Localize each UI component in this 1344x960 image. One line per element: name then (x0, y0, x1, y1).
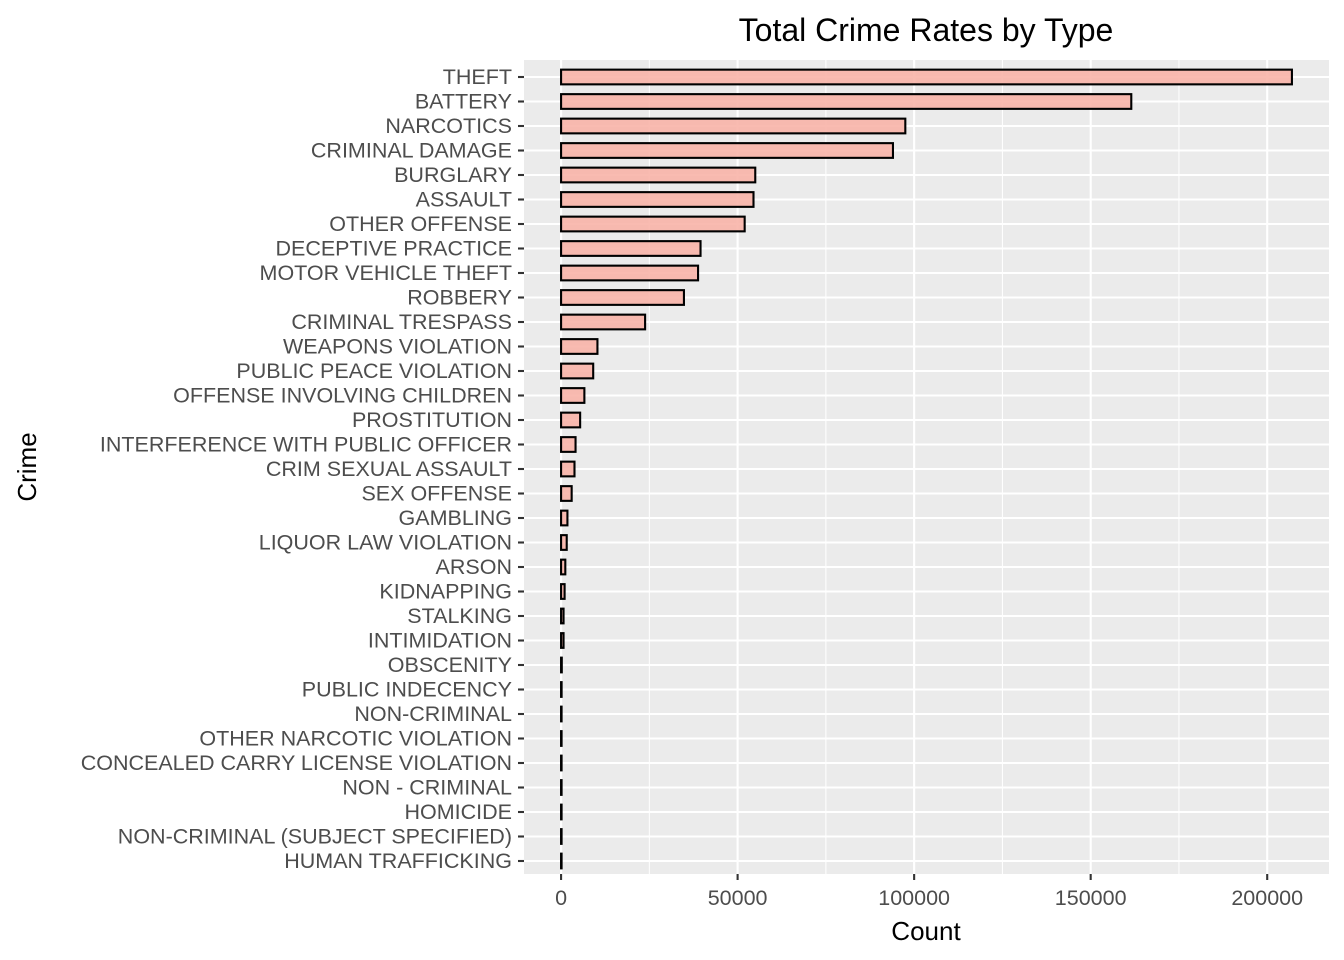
x-tick-label: 100000 (878, 886, 950, 910)
bar (560, 240, 702, 257)
bar (560, 289, 685, 306)
y-tick-label: OFFENSE INVOLVING CHILDREN (173, 384, 512, 408)
bar (560, 754, 563, 772)
x-tick-label: 200000 (1231, 886, 1303, 910)
bar (560, 607, 565, 625)
bar (560, 558, 567, 576)
y-tick-label: ROBBERY (407, 286, 512, 310)
bar (560, 485, 573, 502)
y-tick-label: NON - CRIMINAL (342, 776, 512, 800)
x-axis: 0 50000 100000 150000 200000 (555, 874, 1303, 910)
chart-title: Total Crime Rates by Type (739, 12, 1114, 48)
bar (560, 852, 563, 870)
y-axis-title: Crime (12, 432, 42, 501)
bar (560, 803, 563, 821)
bar (560, 509, 569, 527)
y-tick-label: ARSON (436, 555, 512, 579)
bar (560, 705, 563, 723)
bar (560, 534, 568, 551)
bar (560, 583, 566, 600)
y-tick-label: HOMICIDE (405, 800, 513, 824)
bar (560, 387, 586, 404)
y-tick-label: WEAPONS VIOLATION (283, 335, 512, 359)
y-tick-label: THEFT (443, 65, 512, 89)
bar (560, 730, 563, 747)
y-tick-label: DECEPTIVE PRACTICE (275, 237, 512, 261)
bar (560, 681, 563, 698)
y-tick-label: INTERFERENCE WITH PUBLIC OFFICER (100, 433, 512, 457)
y-tick-label: OBSCENITY (388, 653, 512, 677)
y-tick-label: CONCEALED CARRY LICENSE VIOLATION (81, 751, 512, 775)
y-tick-label: PUBLIC INDECENCY (302, 678, 512, 702)
bar (560, 362, 595, 380)
x-axis-title: Count (891, 916, 961, 946)
bar (560, 142, 895, 159)
y-tick-label: MOTOR VEHICLE THEFT (260, 261, 512, 285)
bar (560, 828, 563, 845)
y-tick-label: LIQUOR LAW VIOLATION (259, 531, 512, 555)
y-tick-label: OTHER OFFENSE (329, 212, 512, 236)
bar (560, 166, 757, 184)
bar (560, 656, 563, 674)
y-tick-label: STALKING (407, 604, 512, 628)
y-tick-label: CRIMINAL DAMAGE (311, 139, 512, 163)
bar (560, 338, 599, 355)
y-tick-label: SEX OFFENSE (361, 482, 512, 506)
bar (560, 93, 1133, 110)
y-tick-label: HUMAN TRAFFICKING (284, 849, 512, 873)
bar (560, 264, 700, 282)
y-tick-label: NON-CRIMINAL (SUBJECT SPECIFIED) (118, 825, 512, 849)
bars (560, 68, 1293, 870)
bar (560, 632, 565, 649)
bar (560, 313, 647, 331)
x-tick-label: 50000 (708, 886, 768, 910)
y-tick-label: GAMBLING (399, 506, 513, 530)
bar (560, 460, 576, 478)
bar (560, 779, 563, 796)
bar (560, 117, 907, 135)
bar (560, 191, 755, 208)
y-tick-label: INTIMIDATION (368, 629, 512, 653)
y-tick-label: ASSAULT (416, 188, 512, 212)
y-tick-label: KIDNAPPING (379, 580, 512, 604)
y-tick-label: BURGLARY (394, 163, 512, 187)
bar (560, 411, 582, 429)
y-tick-label: NARCOTICS (385, 114, 512, 138)
y-tick-label: CRIM SEXUAL ASSAULT (266, 457, 512, 481)
y-tick-label: PUBLIC PEACE VIOLATION (236, 359, 512, 383)
y-tick-label: CRIMINAL TRESPASS (291, 310, 512, 334)
y-tick-label: BATTERY (415, 90, 512, 114)
bar (560, 68, 1293, 86)
y-tick-label: NON-CRIMINAL (354, 702, 512, 726)
y-tick-label: OTHER NARCOTIC VIOLATION (199, 727, 512, 751)
x-tick-label: 0 (555, 886, 567, 910)
bar (560, 436, 577, 453)
y-tick-label: PROSTITUTION (352, 408, 512, 432)
x-tick-label: 150000 (1055, 886, 1127, 910)
bar (560, 215, 746, 233)
